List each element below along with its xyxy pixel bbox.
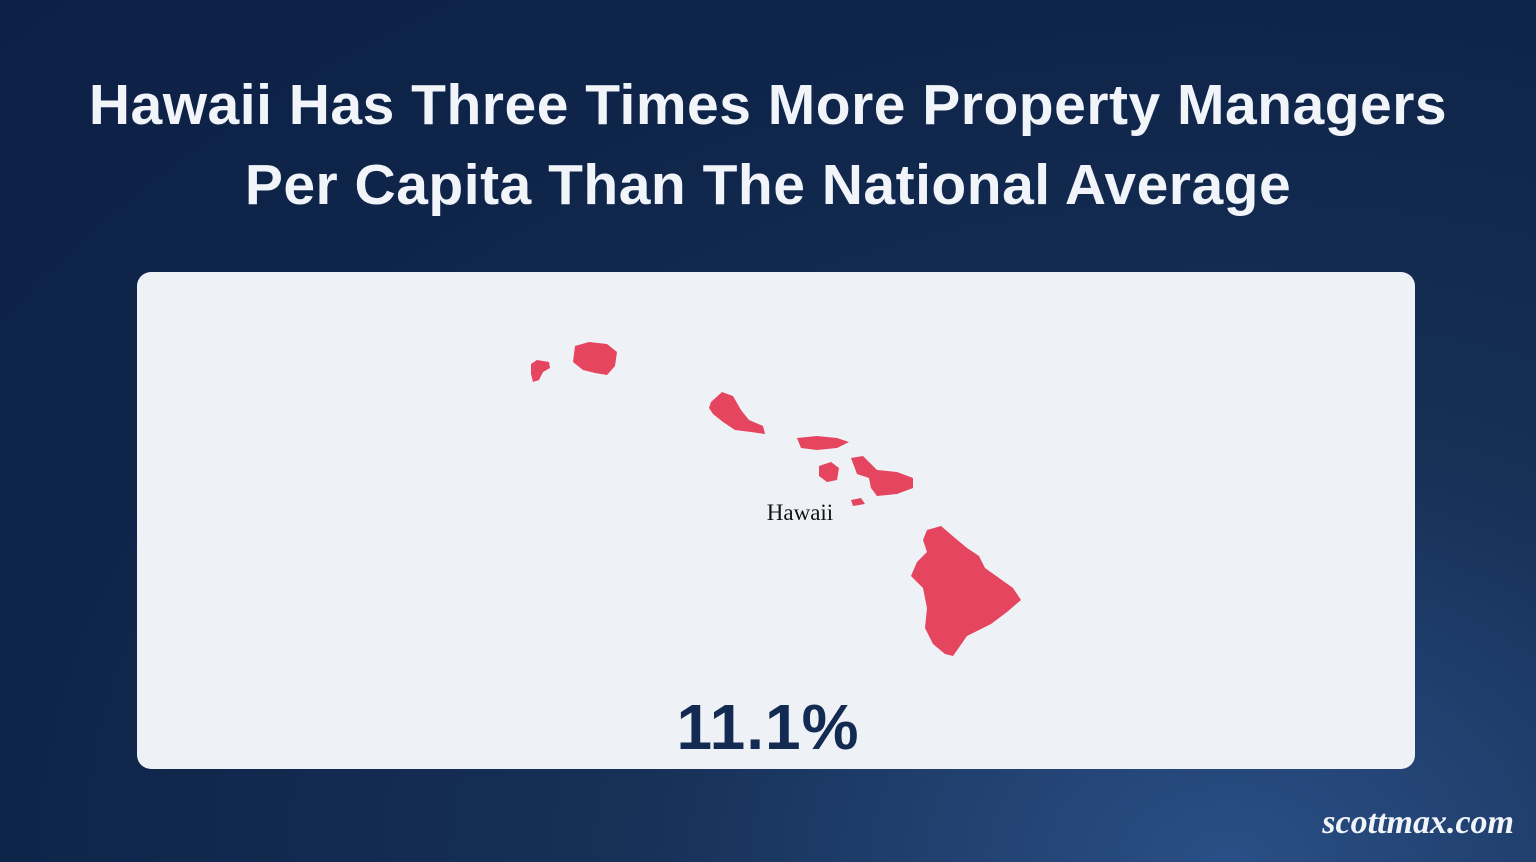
lanai: [819, 462, 839, 482]
big-island: [911, 526, 1021, 656]
title-line: Per Capita Than The National Average: [244, 153, 1292, 217]
map-card: Hawaii 11.1%: [137, 272, 1415, 769]
molokai: [797, 436, 849, 450]
oahu: [709, 392, 765, 434]
hawaii-map: [531, 342, 1021, 656]
kauai: [573, 342, 617, 375]
brand: scottmax.com: [1322, 804, 1514, 841]
maui: [851, 456, 913, 496]
title-line: Hawaii Has Three Times More Property Man…: [88, 73, 1448, 137]
map-label: Hawaii: [766, 500, 834, 525]
kahoolawe: [851, 498, 865, 506]
islands: [531, 342, 1021, 656]
stat-value: 11.1%: [676, 691, 860, 763]
niihau: [531, 360, 550, 382]
